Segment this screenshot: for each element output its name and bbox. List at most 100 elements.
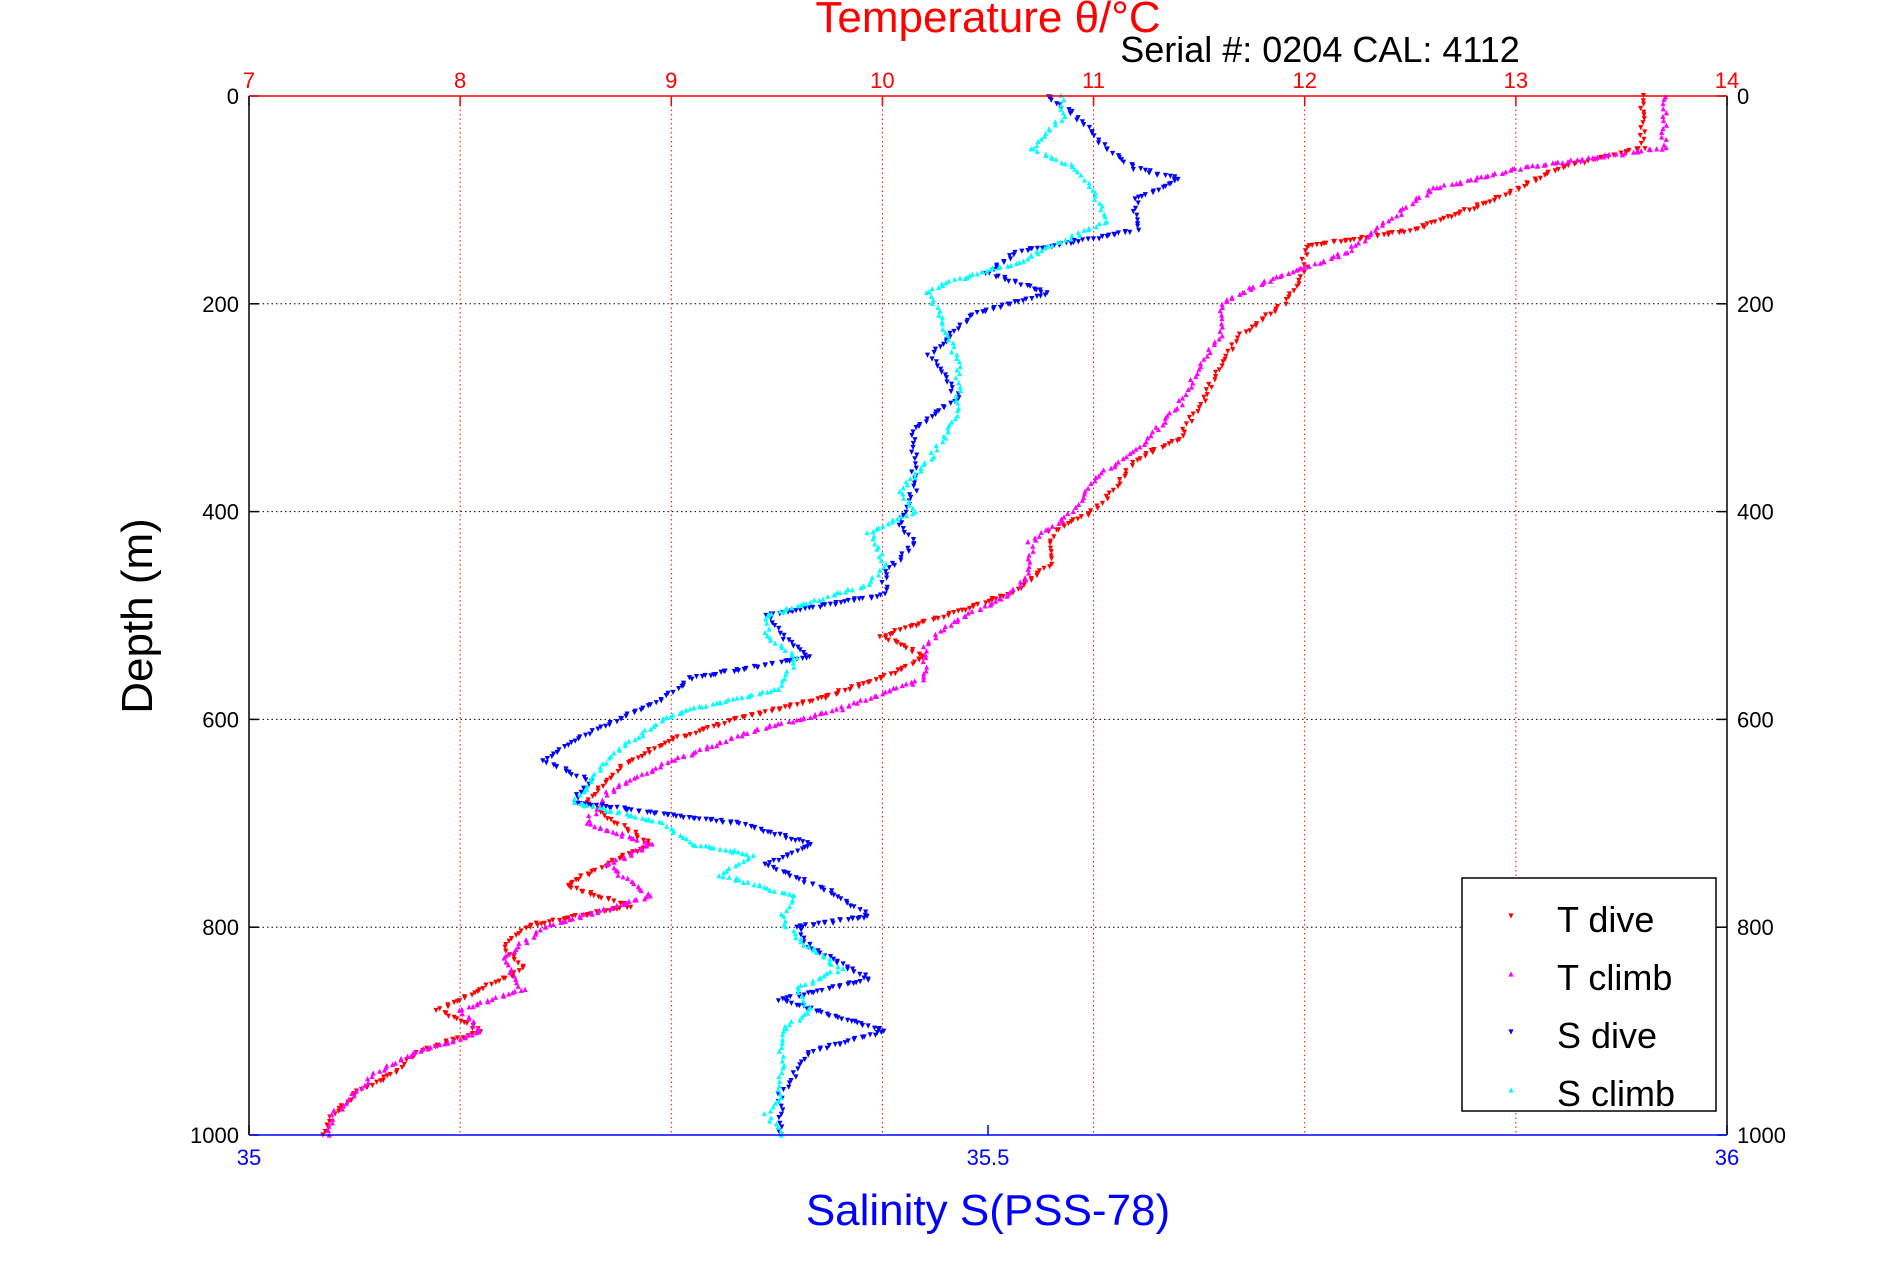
- data-point-t-dive: [903, 645, 909, 651]
- data-point-t-dive: [374, 1079, 380, 1085]
- data-point-s-dive: [1012, 279, 1018, 285]
- data-point-s-climb: [683, 836, 689, 842]
- data-point-s-dive: [845, 1038, 851, 1044]
- data-point-t-dive: [1201, 394, 1207, 400]
- data-point-s-climb: [1059, 160, 1065, 166]
- data-point-s-dive: [595, 726, 601, 732]
- data-point-s-dive: [980, 309, 986, 315]
- data-point-t-climb: [615, 872, 621, 878]
- data-point-s-dive: [1090, 236, 1097, 242]
- data-point-s-climb: [810, 980, 816, 986]
- data-point-t-climb: [1380, 219, 1386, 226]
- data-point-s-dive: [947, 330, 953, 336]
- data-point-s-climb: [744, 851, 750, 857]
- data-point-s-dive: [865, 1023, 871, 1029]
- data-point-s-dive: [932, 346, 939, 352]
- data-point-t-climb: [1219, 312, 1225, 318]
- data-point-s-climb: [739, 694, 745, 700]
- data-point-s-dive: [1142, 167, 1149, 173]
- data-point-s-dive: [1130, 163, 1136, 169]
- data-point-s-dive: [772, 832, 778, 838]
- data-point-s-climb: [936, 312, 942, 318]
- data-point-t-dive: [1640, 120, 1646, 126]
- data-point-t-dive: [1421, 224, 1427, 231]
- data-point-s-dive: [801, 992, 807, 998]
- data-point-t-climb: [1317, 260, 1324, 266]
- data-point-t-climb: [542, 924, 549, 930]
- data-point-s-climb: [783, 671, 789, 678]
- data-point-s-climb: [954, 352, 960, 358]
- data-point-t-climb: [631, 775, 638, 781]
- data-point-t-climb: [1092, 478, 1098, 484]
- data-point-s-dive: [786, 637, 792, 643]
- data-point-s-dive: [1104, 147, 1110, 153]
- data-point-s-climb: [1046, 127, 1053, 133]
- data-point-t-climb: [1660, 101, 1666, 107]
- data-point-t-climb: [728, 735, 734, 741]
- data-point-s-dive: [679, 683, 685, 689]
- data-point-t-dive: [378, 1078, 384, 1084]
- data-point-s-dive: [937, 344, 944, 350]
- data-point-t-climb: [634, 837, 640, 843]
- data-point-s-dive: [618, 716, 625, 722]
- data-point-t-dive: [640, 837, 647, 843]
- data-point-t-dive: [1142, 453, 1148, 459]
- data-point-t-climb: [1591, 156, 1597, 162]
- data-point-s-climb: [1043, 130, 1049, 136]
- data-point-s-dive: [784, 853, 791, 859]
- data-point-t-climb: [1026, 552, 1032, 558]
- data-point-t-dive: [605, 896, 612, 902]
- data-point-s-climb: [777, 608, 783, 614]
- data-point-s-dive: [863, 972, 869, 978]
- data-point-t-dive: [881, 672, 887, 679]
- data-point-t-dive: [1174, 438, 1181, 444]
- data-point-t-dive: [336, 1105, 342, 1111]
- data-point-t-climb: [766, 723, 772, 730]
- data-point-t-dive: [578, 873, 584, 879]
- data-point-t-dive: [1452, 212, 1458, 218]
- data-point-s-dive: [938, 366, 944, 372]
- data-point-s-climb: [866, 581, 872, 587]
- data-point-t-climb: [1229, 295, 1235, 301]
- data-point-t-dive: [1555, 166, 1561, 173]
- data-point-t-climb: [1204, 353, 1210, 359]
- data-point-t-dive: [1314, 242, 1320, 248]
- data-point-t-dive: [336, 1108, 342, 1114]
- data-point-s-dive: [839, 1016, 845, 1022]
- data-point-s-climb: [764, 620, 770, 626]
- data-point-t-climb: [1166, 410, 1173, 416]
- data-point-s-climb: [779, 678, 785, 684]
- data-point-s-dive: [789, 850, 795, 856]
- data-point-s-climb: [776, 1083, 782, 1089]
- data-point-s-climb: [764, 633, 771, 639]
- x-top-tick-label: 13: [1504, 68, 1528, 93]
- data-point-t-climb: [1389, 215, 1395, 221]
- data-point-s-climb: [779, 1031, 786, 1038]
- data-point-t-dive: [697, 728, 703, 734]
- data-point-s-climb: [873, 526, 880, 532]
- data-point-t-dive: [619, 854, 625, 860]
- data-point-s-climb: [816, 976, 822, 982]
- data-point-s-climb: [783, 908, 790, 914]
- data-point-t-climb: [868, 695, 874, 701]
- data-point-s-dive: [658, 698, 664, 704]
- legend-label-s-climb: S climb: [1557, 1073, 1675, 1114]
- data-point-s-dive: [800, 839, 806, 845]
- data-point-s-climb: [762, 629, 768, 636]
- data-point-t-dive: [910, 661, 916, 667]
- data-point-s-dive: [1034, 245, 1040, 251]
- data-point-t-dive: [516, 931, 522, 937]
- y-left-tick-label: 800: [202, 915, 239, 940]
- data-point-s-dive: [762, 662, 768, 668]
- data-point-t-climb: [351, 1093, 357, 1099]
- data-point-s-dive: [734, 819, 740, 826]
- data-point-t-climb: [1025, 539, 1031, 545]
- data-point-s-dive: [1132, 196, 1138, 202]
- data-point-s-climb: [779, 1069, 785, 1076]
- data-point-s-climb: [954, 367, 960, 373]
- data-point-s-climb: [571, 796, 578, 802]
- data-point-t-dive: [1302, 248, 1309, 254]
- data-point-t-dive: [1213, 369, 1219, 375]
- data-point-s-dive: [1104, 233, 1110, 240]
- data-point-t-dive: [842, 687, 848, 694]
